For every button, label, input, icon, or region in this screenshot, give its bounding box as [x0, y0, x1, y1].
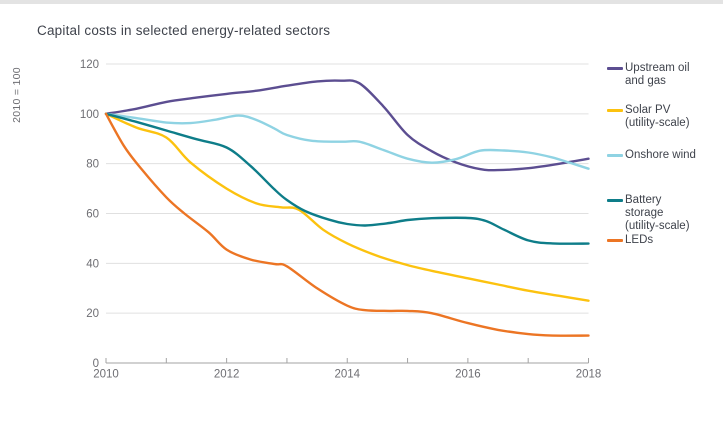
legend-label-upstream-oil-and-gas: Upstream oil and gas — [625, 62, 690, 87]
legend-item-solar-pv: Solar PV (utility-scale) — [607, 104, 690, 130]
legend-label-battery-storage: Battery storage (utility-scale) — [625, 194, 690, 232]
y-tick-label-0: 0 — [93, 358, 99, 370]
top-divider-rule — [0, 0, 723, 4]
legend-swatch-upstream-oil-and-gas — [607, 67, 623, 70]
series-line-leds — [104, 112, 590, 337]
x-tick-label-2014: 2014 — [334, 369, 360, 381]
legend-label-leds: LEDs — [625, 234, 654, 246]
x-tick-label-2016: 2016 — [455, 369, 481, 381]
y-tick-label-60: 60 — [86, 209, 99, 221]
series-line-solar-pv-utility-scale — [104, 112, 590, 302]
series-line-battery-storage-utility-scale — [104, 112, 590, 245]
legend-swatch-onshore-wind — [607, 154, 623, 157]
legend-label-onshore-wind: Onshore wind — [625, 149, 696, 161]
y-tick-label-120: 120 — [80, 59, 99, 71]
chart-title: Capital costs in selected energy-related… — [37, 23, 331, 38]
legend-item-battery-storage: Battery storage (utility-scale) — [607, 194, 690, 233]
legend-swatch-solar-pv — [607, 109, 623, 112]
series-line-upstream-oil-and-gas — [104, 79, 590, 172]
legend-label-solar-pv: Solar PV (utility-scale) — [625, 104, 690, 129]
legend-swatch-leds — [607, 239, 623, 242]
legend-item-onshore-wind: Onshore wind — [607, 149, 696, 162]
legend-item-upstream-oil-and-gas: Upstream oil and gas — [607, 62, 690, 88]
legend-swatch-battery-storage — [607, 199, 623, 202]
x-tick-label-2018: 2018 — [576, 369, 602, 381]
y-tick-label-20: 20 — [86, 308, 99, 320]
legend-item-leds: LEDs — [607, 234, 653, 247]
series-line-onshore-wind — [104, 112, 590, 170]
y-tick-label-40: 40 — [86, 258, 99, 270]
x-tick-label-2010: 2010 — [93, 369, 119, 381]
y-tick-label-100: 100 — [80, 109, 99, 121]
y-tick-label-80: 80 — [86, 159, 99, 171]
x-tick-label-2012: 2012 — [214, 369, 240, 381]
